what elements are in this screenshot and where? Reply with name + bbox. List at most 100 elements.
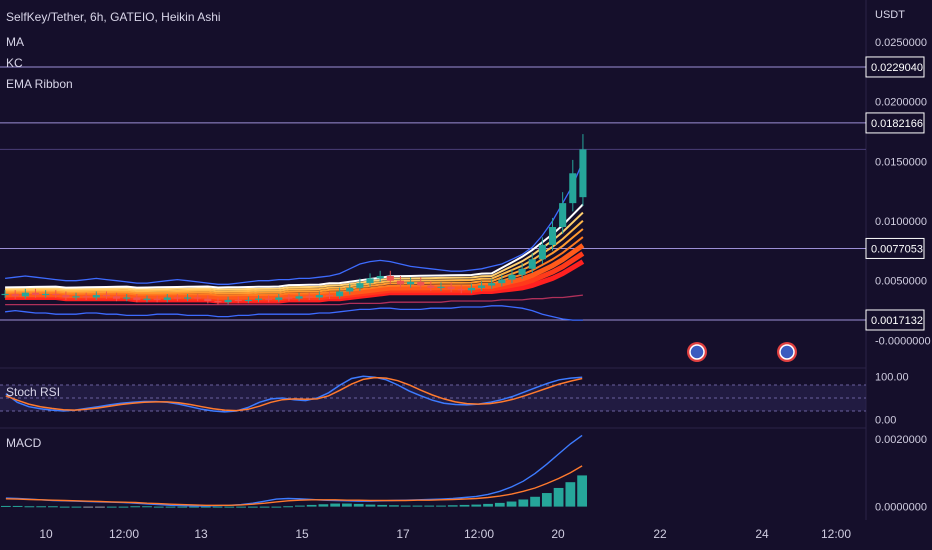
candle-body: [31, 292, 40, 296]
price-level-box: [865, 56, 925, 78]
candle-body: [538, 244, 546, 260]
candle-body: [113, 296, 121, 299]
macd-histogram-bar: [565, 482, 576, 507]
candle-body: [214, 301, 222, 303]
price-tick-label: 0.0200000: [875, 97, 927, 109]
candle-body: [437, 286, 445, 288]
price-tick-label: 0.0100000: [875, 216, 927, 228]
candle-body: [123, 297, 131, 299]
candle-body: [417, 281, 425, 286]
price-level-box: [865, 112, 925, 134]
candle-body: [133, 297, 141, 300]
price-tick-label: 0.0250000: [875, 37, 927, 49]
macd-histogram-bar: [342, 503, 352, 507]
candle-body: [173, 297, 181, 299]
indicator-label-ema-ribbon[interactable]: EMA Ribbon: [6, 77, 73, 91]
stoch-rsi-tick-label: 100.00: [875, 371, 909, 383]
candle-body: [52, 293, 60, 296]
candle-body: [478, 285, 486, 288]
macd-histogram-bar: [247, 506, 258, 508]
stoch-rsi-line: [5, 375, 583, 413]
macd-histogram-bar: [483, 503, 493, 507]
macd-histogram-bar: [118, 506, 129, 508]
macd-histogram-bar: [130, 506, 141, 508]
time-axis[interactable]: 10 12:00 13 15 17 12:00 20 22 24 12:00: [39, 527, 851, 541]
candle-body: [163, 297, 171, 300]
macd-histogram-bar: [494, 502, 505, 507]
macd-signal-line: [5, 465, 583, 506]
macd-histogram-bar: [530, 496, 540, 507]
price-axis[interactable]: 0.0250000 0.0200000 0.0150000 0.0100000 0.00…: [865, 37, 931, 348]
candle-body: [82, 296, 90, 298]
candle-body: [11, 293, 19, 297]
stoch-rsi-pane[interactable]: 100.00 0.00: [0, 371, 909, 427]
indicator-label-kc[interactable]: KC: [6, 56, 23, 70]
macd-histogram-bar: [24, 506, 35, 508]
time-tick-label: 15: [295, 527, 309, 541]
price-axis-unit: USDT: [875, 9, 905, 21]
price-pane[interactable]: [0, 0, 867, 520]
macd-histogram-bar: [330, 503, 341, 507]
candle-body: [467, 287, 475, 291]
macd-histogram-bar: [447, 505, 458, 507]
candle-body: [42, 293, 50, 296]
macd-histogram-bar: [283, 506, 293, 508]
ema-ribbon-line: [5, 203, 584, 289]
time-tick-label: 12:00: [109, 527, 139, 541]
candle-body: [396, 280, 404, 285]
macd-histogram-bar: [412, 505, 423, 507]
macd-histogram-bar: [12, 505, 23, 507]
macd-histogram-bar: [306, 504, 317, 507]
macd-histogram-bar: [553, 487, 564, 507]
candle-body: [21, 292, 29, 297]
candle-body: [265, 298, 273, 300]
event-markers[interactable]: [687, 342, 797, 362]
candle-body: [336, 291, 344, 297]
candle-body: [224, 299, 232, 303]
macd-histogram-bar: [95, 506, 105, 508]
macd-histogram-bar: [200, 506, 211, 508]
macd-histogram-bar: [389, 505, 399, 507]
time-tick-label: 17: [396, 527, 410, 541]
macd-histogram-bar: [83, 506, 94, 508]
candle-body: [244, 299, 252, 302]
macd-histogram-bar: [177, 506, 188, 508]
candle-body: [579, 149, 587, 198]
macd-histogram-bar: [365, 504, 376, 507]
macd-histogram-bar: [165, 506, 176, 508]
candle-body: [194, 297, 202, 299]
ema-ribbon-line: [5, 220, 584, 293]
price-tick-label: 0.0150000: [875, 156, 927, 168]
keltner-band: [5, 305, 583, 321]
candle-body: [275, 297, 283, 300]
candle-body: [518, 268, 526, 275]
macd-tick-label: 0.0000000: [875, 502, 927, 514]
macd-histogram-bar: [295, 505, 305, 507]
candle-body: [356, 283, 364, 288]
macd-pane[interactable]: 0.0020000 0.0000000: [1, 434, 927, 514]
candle-body: [204, 298, 212, 302]
time-tick-label: 20: [551, 527, 565, 541]
macd-tick-label: 0.0020000: [875, 434, 927, 446]
price-tick-label: 0.0050000: [875, 276, 927, 288]
us-flag-event-icon: [689, 344, 705, 360]
candle-body: [366, 278, 374, 284]
candle-body: [376, 275, 384, 279]
candle-body: [62, 295, 70, 298]
indicator-label-ma[interactable]: MA: [6, 35, 24, 49]
time-tick-label: 13: [194, 527, 208, 541]
macd-histogram-bar: [400, 505, 411, 507]
candle-body: [295, 296, 303, 299]
macd-histogram-bar: [518, 499, 529, 507]
stoch-rsi-line: [5, 376, 583, 412]
macd-macd-line: [5, 434, 583, 507]
macd-histogram-bar: [577, 475, 587, 507]
macd-histogram-bar: [424, 505, 435, 507]
price-level-label: 0.0229040: [871, 62, 923, 74]
ema-ribbon-line: [5, 211, 584, 291]
macd-histogram-bar: [471, 504, 482, 507]
time-tick-label: 22: [653, 527, 667, 541]
price-level-label: 0.0077053: [871, 243, 923, 255]
macd-histogram-bar: [271, 506, 282, 508]
